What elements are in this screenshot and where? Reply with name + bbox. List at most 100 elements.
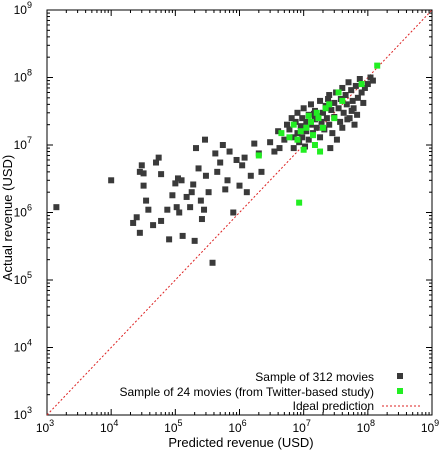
movie-point xyxy=(251,140,258,147)
movie-point xyxy=(356,76,363,83)
movie-point xyxy=(197,197,204,204)
twitter-movie-point xyxy=(294,136,301,143)
movie-point xyxy=(195,165,202,172)
series-layer xyxy=(46,9,433,416)
movie-point xyxy=(247,172,254,179)
movie-point xyxy=(360,99,367,106)
y-tick-label: 109 xyxy=(14,0,32,17)
twitter-movie-point xyxy=(322,105,329,112)
plot-frame xyxy=(46,9,433,416)
movie-point xyxy=(143,197,150,204)
movie-point xyxy=(224,177,231,184)
movie-point xyxy=(166,236,173,243)
legend-label-twitter: Sample of 24 movies (from Twitter-based … xyxy=(119,385,374,399)
x-tick-exponent: 9 xyxy=(434,418,439,428)
movie-point xyxy=(323,115,330,122)
movie-point xyxy=(354,111,361,118)
movie-point xyxy=(299,134,306,141)
movie-point xyxy=(158,217,165,224)
x-tick-label: 104 xyxy=(100,418,118,435)
movie-point xyxy=(271,148,278,155)
movie-point xyxy=(348,107,355,114)
x-tick-exponent: 4 xyxy=(113,418,118,428)
movie-point xyxy=(294,130,301,137)
legend-label-ideal: Ideal prediction xyxy=(293,399,374,413)
movie-point xyxy=(307,101,314,108)
plot-area xyxy=(46,9,433,416)
movie-point xyxy=(172,180,179,187)
movie-point xyxy=(173,204,180,211)
movie-point xyxy=(133,214,140,221)
movie-point xyxy=(343,101,350,108)
movie-point xyxy=(326,92,333,99)
movie-point xyxy=(276,145,283,152)
movie-point xyxy=(317,97,324,104)
movie-point xyxy=(219,142,226,148)
movie-point xyxy=(150,222,157,229)
movie-point xyxy=(288,115,295,122)
y-tick-exponent: 8 xyxy=(27,68,32,78)
movie-point xyxy=(233,156,240,163)
movie-point xyxy=(305,136,312,143)
movie-point xyxy=(179,232,186,239)
movie-point xyxy=(275,128,282,135)
movie-point xyxy=(158,171,165,178)
movie-point xyxy=(164,206,171,213)
movie-point xyxy=(333,136,340,143)
x-tick-label: 107 xyxy=(292,418,310,435)
movie-point xyxy=(202,172,209,179)
x-tick-exponent: 3 xyxy=(49,418,54,428)
twitter-movie-point xyxy=(255,152,262,159)
y-tick-exponent: 9 xyxy=(27,0,32,10)
legend-marker-movies xyxy=(397,373,403,379)
x-tick-label: 108 xyxy=(357,418,375,435)
x-axis: 103 104 105 106 107 108 109 xyxy=(36,10,439,435)
movie-point xyxy=(302,143,309,150)
movie-point xyxy=(214,168,221,175)
movie-point xyxy=(153,159,160,166)
x-axis-label: Predicted revenue (USD) xyxy=(168,435,313,450)
movie-point xyxy=(290,134,297,141)
movie-point xyxy=(198,216,205,223)
movie-point xyxy=(145,206,152,213)
movie-point xyxy=(286,126,293,133)
ideal-prediction-line xyxy=(46,9,433,416)
movie-point xyxy=(328,107,335,114)
legend-marker-twitter xyxy=(397,388,403,394)
movie-point xyxy=(169,192,176,199)
movie-point xyxy=(345,79,352,86)
movie-point xyxy=(300,105,307,112)
y-tick-exponent: 5 xyxy=(27,270,32,280)
twitter-movie-point xyxy=(300,146,307,153)
movie-point xyxy=(191,237,198,244)
y-axis-label: Actual revenue (USD) xyxy=(0,155,15,281)
y-tick-exponent: 7 xyxy=(27,135,32,145)
movie-point xyxy=(178,177,185,184)
movie-point xyxy=(243,189,250,196)
movie-point xyxy=(335,105,342,112)
movie-point xyxy=(209,259,216,266)
movie-point xyxy=(236,182,243,189)
movie-point xyxy=(340,109,347,116)
movie-point xyxy=(212,150,219,157)
movie-point xyxy=(281,136,288,143)
twitter-movie-point xyxy=(296,199,303,206)
twitter-movie-point xyxy=(310,132,317,139)
movie-point xyxy=(349,97,356,104)
x-tick-label: 103 xyxy=(36,418,54,435)
movie-point xyxy=(339,84,346,91)
twitter-movie-point xyxy=(307,118,314,125)
y-tick-label: 107 xyxy=(14,135,32,152)
movie-point xyxy=(136,229,143,236)
movie-point xyxy=(202,136,209,143)
movie-point xyxy=(190,181,197,188)
y-tick-label: 104 xyxy=(14,338,32,355)
movie-point xyxy=(344,116,351,123)
twitter-movie-point xyxy=(319,124,326,131)
x-tick-label: 109 xyxy=(421,418,439,435)
movie-point xyxy=(364,81,371,88)
y-tick-label: 103 xyxy=(14,405,32,422)
movie-point xyxy=(303,118,310,125)
movie-point xyxy=(327,145,334,152)
twitter-movie-point xyxy=(278,130,285,137)
